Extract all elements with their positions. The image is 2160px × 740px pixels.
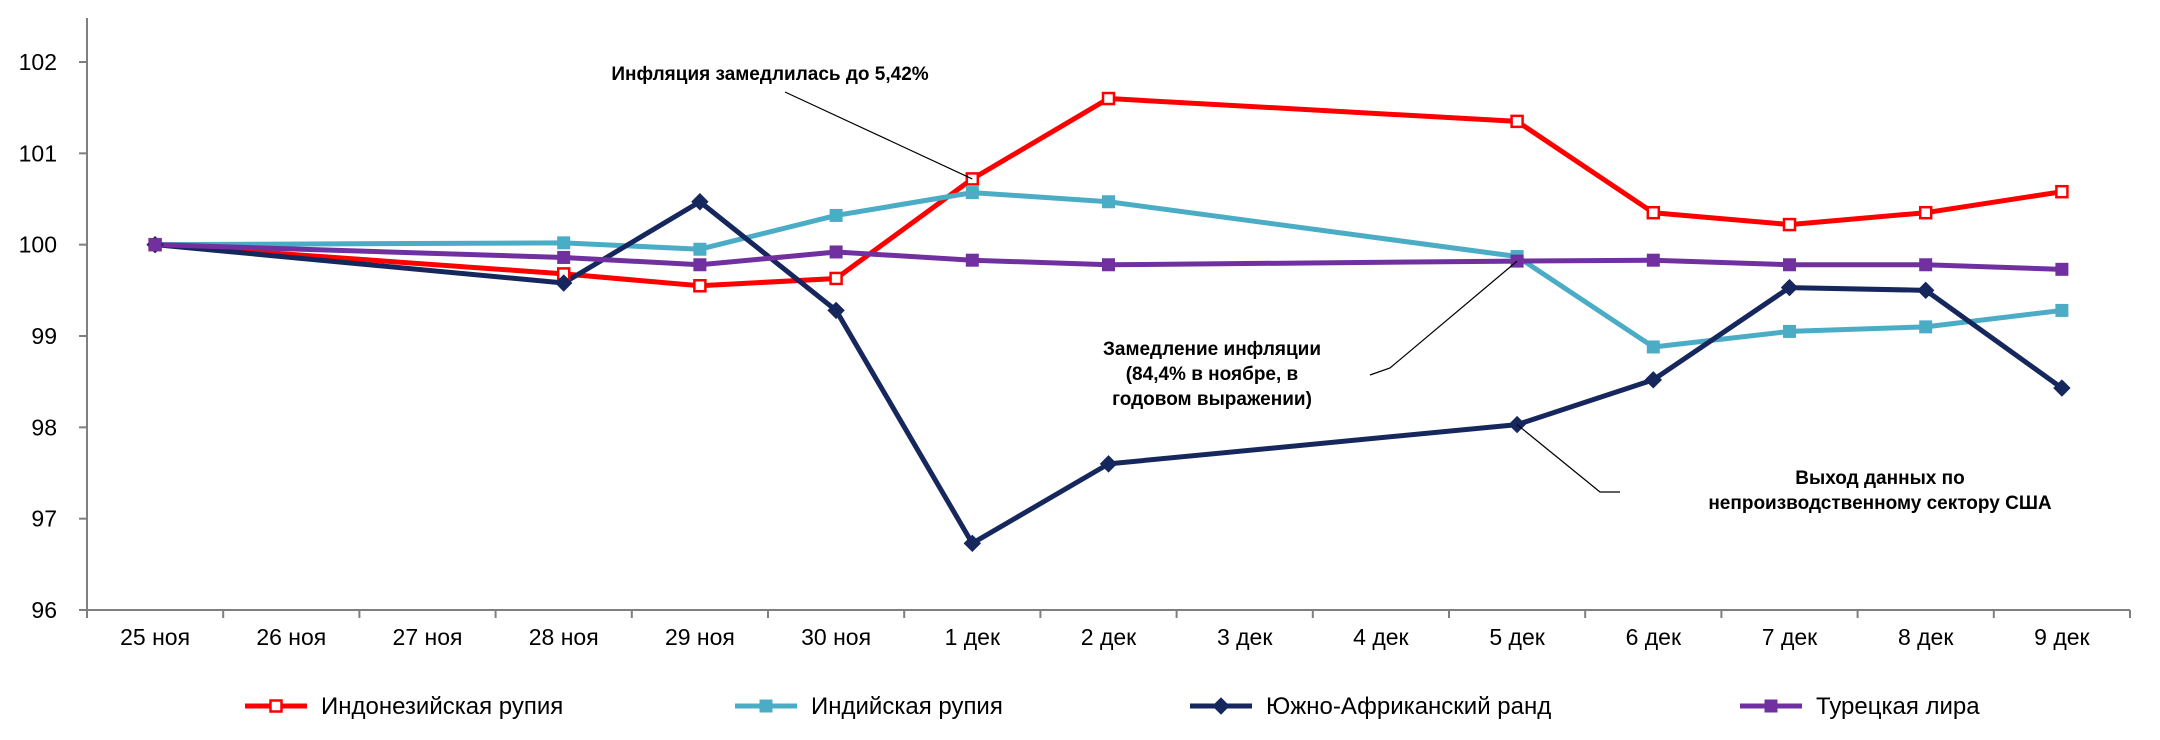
data-point-legend [1764, 699, 1778, 713]
data-point-12 [1783, 324, 1796, 338]
x-tick-label: 7 дек [1762, 624, 1818, 650]
data-point-4 [691, 193, 709, 211]
x-tick-label: 25 ноя [120, 624, 190, 650]
annotation-leader [784, 91, 973, 180]
annotation-2: Замедление инфляции (84,4% в ноябре, в год… [1103, 260, 1518, 410]
y-tick-label: 100 [19, 232, 57, 258]
legend-label: Индийская рупия [811, 693, 1003, 720]
x-tick-label: 8 дек [1898, 624, 1954, 650]
data-point-14 [2055, 262, 2069, 276]
data-point-3 [557, 250, 571, 264]
x-tick-label: 9 дек [2034, 624, 2090, 650]
data-point-6 [963, 534, 982, 553]
data-point-5 [829, 271, 843, 286]
data-point-4 [693, 279, 707, 293]
data-point-11 [1646, 253, 1660, 267]
data-point-0 [148, 238, 162, 252]
data-point-12 [1783, 258, 1796, 272]
axes: 96 97 98 99 100 101 102 25 ноя 26 ноя 27 ноя 28 но… [19, 18, 2131, 650]
data-point-3 [557, 236, 571, 250]
data-point-7 [1102, 195, 1115, 209]
x-tick-label: 2 дек [1081, 624, 1137, 650]
legend-label: Южно-Африканский ранд [1266, 693, 1551, 720]
x-tick-label: 5 дек [1489, 624, 1545, 650]
annotations: Инфляция замедлилась до 5,42% Замедление … [611, 64, 2052, 514]
series-lines [152, 96, 2065, 546]
x-tick-label: 26 ноя [256, 624, 326, 650]
annotation-1: Инфляция замедлилась до 5,42% [611, 64, 973, 180]
x-tick-label: 6 дек [1626, 624, 1682, 650]
legend-item-1: Индонезийская рупия [245, 693, 563, 720]
data-point-5 [829, 245, 843, 259]
data-point-3 [554, 274, 573, 292]
data-point-6 [965, 186, 979, 200]
series-markers-4 [148, 238, 2069, 276]
legend-label: Турецкая лира [1816, 693, 1980, 720]
annotation-text: непроизводственному сектору США [1708, 493, 2052, 514]
y-tick-label: 98 [31, 414, 57, 440]
data-point-12 [1780, 278, 1799, 297]
data-point-5 [827, 301, 845, 320]
annotation-text: Замедление инфляции [1103, 339, 1321, 360]
data-point-7 [1101, 91, 1116, 106]
data-point-6 [965, 253, 979, 267]
annotation-text: Выход данных по [1795, 468, 1964, 489]
annotation-3: Выход данных по непроизводственному секто… [1516, 424, 2052, 514]
data-point-5 [829, 208, 843, 222]
data-point-14 [2055, 303, 2069, 317]
y-tick-label: 102 [19, 49, 57, 75]
data-point-11 [1644, 371, 1663, 389]
data-point-13 [1916, 281, 1935, 300]
legend: Индонезийская рупия Индийская рупия Южно-А… [245, 693, 1980, 720]
x-tick-label: 28 ноя [529, 624, 599, 650]
data-point-14 [2053, 379, 2071, 397]
x-tick-label: 29 ноя [665, 624, 735, 650]
legend-item-3: Южно-Африканский ранд [1190, 693, 1551, 720]
y-tick-label: 96 [31, 597, 57, 623]
legend-label: Индонезийская рупия [321, 693, 563, 720]
legend-item-4: Турецкая лира [1740, 693, 1980, 720]
data-point-13 [1919, 258, 1933, 272]
data-point-7 [1099, 455, 1118, 473]
data-point-11 [1646, 340, 1660, 354]
data-point-legend [269, 699, 283, 713]
x-tick-label: 1 дек [945, 624, 1001, 650]
annotation-leader [1369, 260, 1518, 376]
data-point-4 [693, 242, 707, 256]
data-point-13 [1918, 205, 1933, 220]
annotation-text: годовом выражении) [1112, 389, 1312, 410]
x-tick-label: 3 дек [1217, 624, 1273, 650]
data-point-7 [1102, 258, 1115, 272]
y-tick-label: 101 [19, 140, 57, 166]
data-point-10 [1510, 114, 1524, 129]
series-markers [146, 91, 2071, 553]
annotation-text: (84,4% в ноябре, в [1126, 364, 1299, 385]
data-point-14 [2055, 184, 2069, 199]
y-tick-label: 99 [31, 323, 57, 349]
annotation-leader [1516, 424, 1620, 493]
data-point-legend [759, 699, 773, 713]
x-tick-label: 30 ноя [801, 624, 871, 650]
data-point-4 [693, 258, 707, 272]
annotation-text: Инфляция замедлилась до 5,42% [611, 64, 928, 85]
series-line-1 [152, 96, 2065, 289]
data-point-legend [1212, 697, 1230, 715]
data-point-13 [1919, 320, 1933, 334]
data-point-11 [1646, 205, 1661, 220]
data-point-12 [1782, 217, 1797, 232]
legend-item-2: Индийская рупия [735, 693, 1003, 720]
x-tick-label: 4 дек [1353, 624, 1409, 650]
y-tick-label: 97 [31, 506, 57, 532]
x-tick-label: 27 ноя [393, 624, 463, 650]
